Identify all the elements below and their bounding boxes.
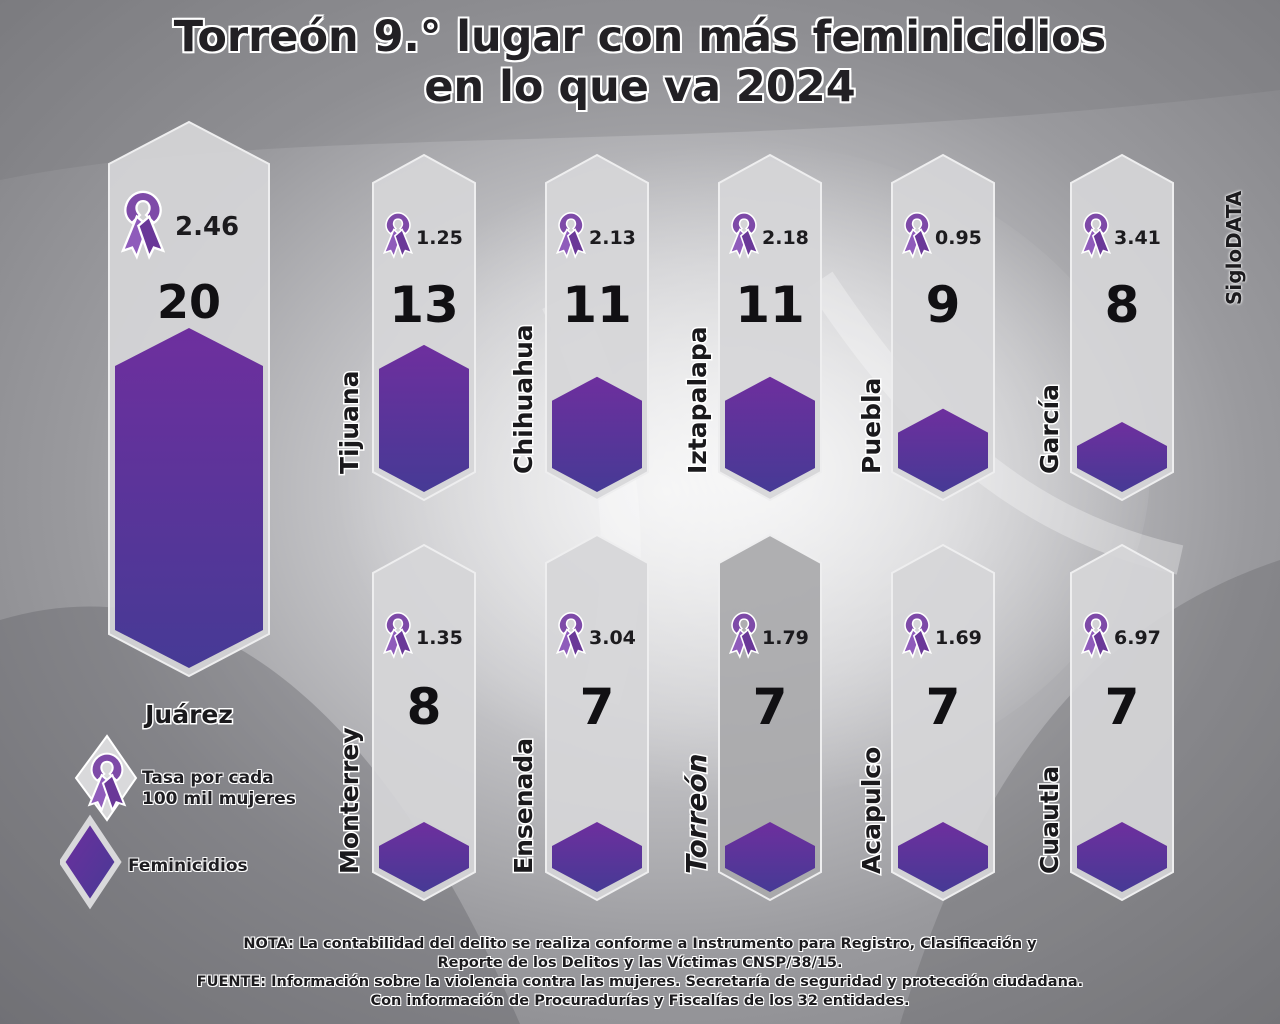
ribbon-icon xyxy=(555,212,587,259)
bar-1 xyxy=(379,344,469,492)
legend-rate-symbol xyxy=(74,734,138,822)
ribbon-icon xyxy=(728,612,760,659)
ribbon-icon xyxy=(901,212,933,259)
count-label-3: 11 xyxy=(735,276,805,334)
footnotes: NOTA: La contabilidad del delito se real… xyxy=(0,935,1280,1011)
rate-label-2: 2.13 xyxy=(589,227,636,249)
count-label-6: 8 xyxy=(407,678,442,736)
count-label-7: 7 xyxy=(580,678,615,736)
count-label-0: 20 xyxy=(157,275,221,329)
bar-7 xyxy=(552,822,642,892)
city-label-6: Monterrey xyxy=(335,727,364,874)
city-label-4: Puebla xyxy=(857,378,886,474)
legend-count-symbol xyxy=(60,814,122,910)
city-label-8: Torreón xyxy=(680,753,713,874)
ribbon-icon xyxy=(728,212,760,259)
pillar-8 xyxy=(718,533,822,902)
city-label-5: García xyxy=(1035,384,1064,474)
ribbon-icon xyxy=(382,612,414,659)
rate-label-9: 1.69 xyxy=(935,627,982,649)
pillar-7 xyxy=(545,533,649,902)
rate-label-8: 1.79 xyxy=(762,627,809,649)
ribbon-icon xyxy=(1080,612,1112,659)
legend-count-label: Feminicidios xyxy=(128,856,248,876)
rate-label-3: 2.18 xyxy=(762,227,809,249)
rate-label-10: 6.97 xyxy=(1114,627,1161,649)
count-label-2: 11 xyxy=(562,276,632,334)
title-line-2: en lo que va 2024 xyxy=(424,62,856,112)
city-label-0: Juárez xyxy=(143,700,233,729)
rate-label-5: 3.41 xyxy=(1114,227,1161,249)
bar-0 xyxy=(115,328,263,668)
diamond-icon xyxy=(60,814,122,910)
ribbon-icon xyxy=(382,212,414,259)
bar-8 xyxy=(725,822,815,892)
title-line-1: Torreón 9.° lugar con más feminicidios xyxy=(173,12,1107,62)
city-label-7: Ensenada xyxy=(509,738,538,874)
note-line-4: Con información de Procuradurías y Fisca… xyxy=(370,993,910,1009)
ribbon-icon xyxy=(87,752,127,813)
city-label-10: Cuautla xyxy=(1035,766,1064,874)
chart-title: Torreón 9.° lugar con más feminicidios e… xyxy=(0,12,1280,112)
rate-label-1: 1.25 xyxy=(416,227,463,249)
bar-2 xyxy=(552,376,642,492)
note-line-1: NOTA: La contabilidad del delito se real… xyxy=(243,936,1037,952)
ribbon-icon xyxy=(901,612,933,659)
ribbon-icon xyxy=(555,612,587,659)
rate-label-6: 1.35 xyxy=(416,627,463,649)
legend: Tasa por cada 100 mil mujeres Feminicidi… xyxy=(60,730,340,920)
city-label-1: Tijuana xyxy=(335,370,364,474)
bar-3 xyxy=(725,376,815,492)
ribbon-icon xyxy=(1080,212,1112,259)
bar-6 xyxy=(379,822,469,892)
count-label-5: 8 xyxy=(1105,276,1140,334)
ribbon-icon xyxy=(120,190,166,260)
bar-5 xyxy=(1077,422,1167,492)
city-label-2: Chihuahua xyxy=(509,324,538,474)
city-label-3: Iztapalapa xyxy=(683,326,712,474)
count-label-8: 7 xyxy=(753,678,788,736)
note-line-2: Reporte de los Delitos y las Víctimas CN… xyxy=(437,955,843,971)
legend-rate-label: Tasa por cada 100 mil mujeres xyxy=(142,768,296,809)
brand-label: SigloDATA xyxy=(1222,190,1246,305)
rate-label-7: 3.04 xyxy=(589,627,636,649)
city-label-9: Acapulco xyxy=(857,747,886,874)
rate-label-4: 0.95 xyxy=(935,227,982,249)
count-label-10: 7 xyxy=(1105,678,1140,736)
count-label-9: 7 xyxy=(926,678,961,736)
note-line-3: FUENTE: Información sobre la violencia c… xyxy=(196,974,1084,990)
count-label-1: 13 xyxy=(389,276,459,334)
bar-10 xyxy=(1077,822,1167,892)
bar-4 xyxy=(898,408,988,492)
rate-label-0: 2.46 xyxy=(175,212,239,242)
count-label-4: 9 xyxy=(926,276,961,334)
bar-9 xyxy=(898,822,988,892)
